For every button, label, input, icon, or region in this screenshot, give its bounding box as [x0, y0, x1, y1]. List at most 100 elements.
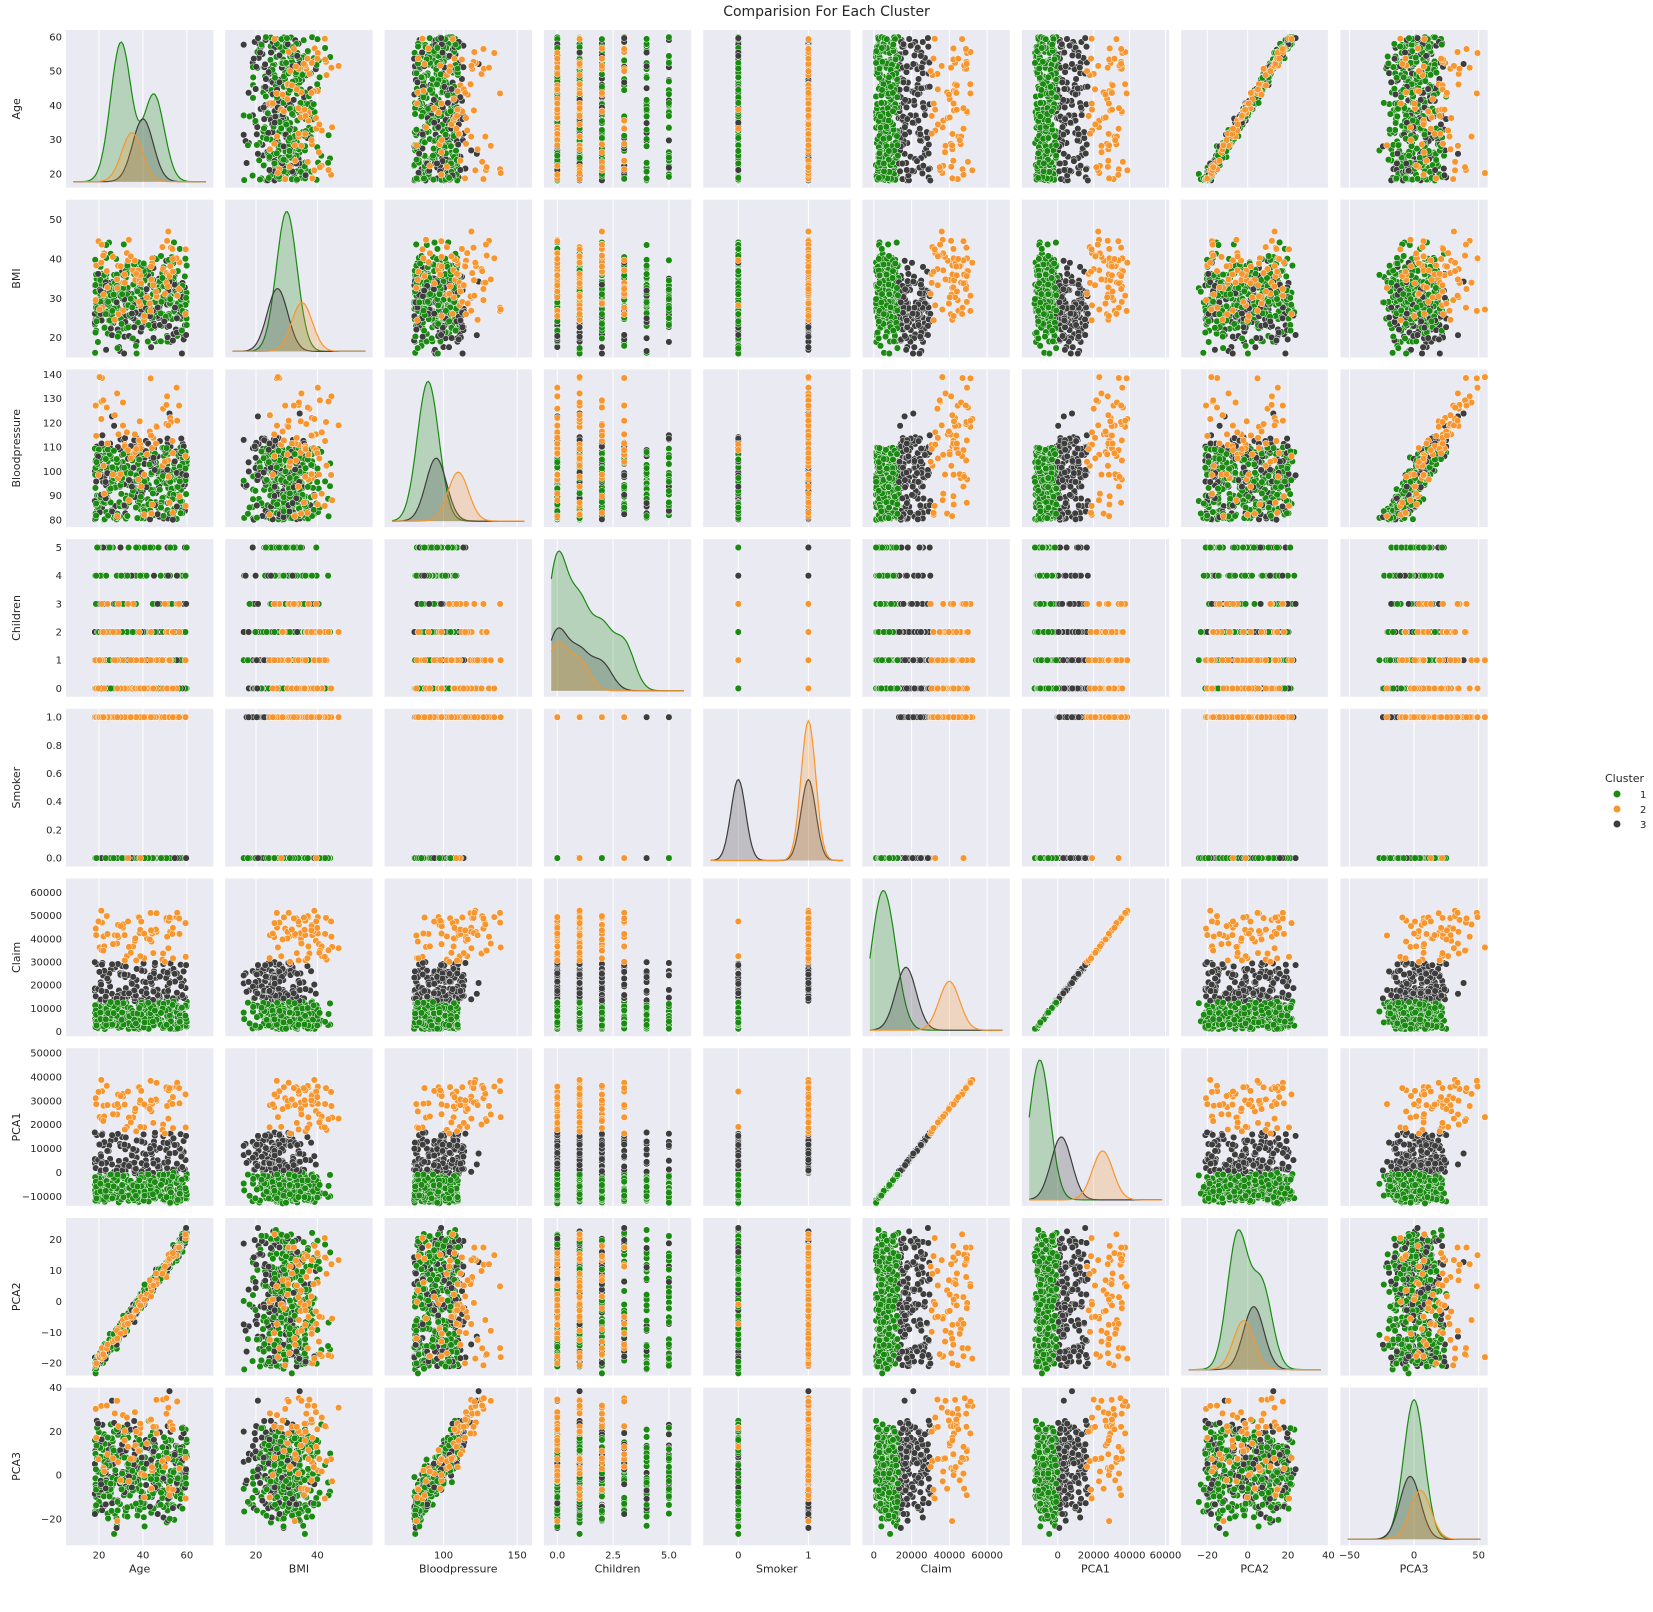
- scatter-point-cluster-2: [1106, 100, 1113, 107]
- scatter-point-cluster-3: [434, 160, 441, 167]
- scatter-point-cluster-2: [419, 35, 426, 42]
- scatter-point-cluster-1: [105, 299, 112, 306]
- scatter-point-cluster-2: [1234, 121, 1241, 128]
- scatter-point-cluster-2: [413, 142, 420, 149]
- scatter-point-cluster-1: [666, 53, 673, 60]
- scatter-point-cluster-1: [890, 108, 897, 115]
- scatter-point-cluster-2: [1415, 45, 1422, 52]
- scatter-point-cluster-2: [946, 91, 953, 98]
- scatter-point-cluster-2: [104, 268, 111, 275]
- scatter-point-cluster-1: [252, 118, 259, 125]
- scatter-point-cluster-3: [735, 167, 742, 174]
- scatter-point-cluster-1: [621, 57, 628, 64]
- scatter-point-cluster-3: [902, 97, 909, 104]
- scatter-point-cluster-1: [735, 160, 742, 167]
- scatter-point-cluster-3: [1414, 35, 1421, 42]
- scatter-point-cluster-2: [323, 72, 330, 79]
- scatter-point-cluster-2: [927, 68, 934, 75]
- scatter-point-cluster-3: [918, 53, 925, 60]
- scatter-point-cluster-2: [147, 300, 154, 307]
- scatter-point-cluster-1: [890, 41, 897, 48]
- scatter-point-cluster-2: [165, 283, 172, 290]
- y-tick-label: 50: [49, 67, 62, 78]
- scatter-point-cluster-3: [915, 91, 922, 98]
- scatter-point-cluster-3: [261, 116, 268, 123]
- scatter-point-cluster-1: [880, 136, 887, 143]
- scatter-point-cluster-1: [876, 65, 883, 72]
- scatter-point-cluster-2: [576, 146, 583, 153]
- scatter-point-cluster-1: [167, 296, 174, 303]
- scatter-point-cluster-1: [263, 93, 270, 100]
- scatter-point-cluster-3: [906, 36, 913, 43]
- scatter-point-cluster-1: [621, 176, 628, 183]
- scatter-point-cluster-1: [413, 126, 420, 133]
- scatter-point-cluster-2: [950, 100, 957, 107]
- scatter-point-cluster-2: [955, 55, 962, 62]
- scatter-point-cluster-2: [954, 82, 961, 89]
- scatter-point-cluster-2: [1416, 68, 1423, 75]
- scatter-point-cluster-3: [263, 76, 270, 83]
- scatter-point-cluster-2: [932, 106, 939, 113]
- scatter-point-cluster-2: [454, 113, 461, 120]
- scatter-point-cluster-2: [182, 311, 189, 318]
- scatter-point-cluster-3: [914, 158, 921, 165]
- scatter-point-cluster-3: [103, 347, 110, 354]
- scatter-point-cluster-1: [130, 335, 137, 342]
- scatter-point-cluster-1: [1398, 94, 1405, 101]
- scatter-point-cluster-3: [262, 84, 269, 91]
- scatter-point-cluster-3: [245, 90, 252, 97]
- scatter-point-cluster-1: [1037, 113, 1044, 120]
- scatter-point-cluster-2: [463, 115, 470, 122]
- scatter-point-cluster-2: [451, 96, 458, 103]
- scatter-point-cluster-3: [1083, 43, 1090, 50]
- scatter-point-cluster-2: [576, 113, 583, 120]
- scatter-point-cluster-2: [936, 164, 943, 171]
- scatter-point-cluster-1: [643, 113, 650, 120]
- scatter-point-cluster-1: [271, 160, 278, 167]
- scatter-point-cluster-2: [1433, 175, 1440, 182]
- scatter-point-cluster-2: [92, 297, 99, 304]
- scatter-point-cluster-3: [666, 164, 673, 171]
- scatter-point-cluster-2: [621, 117, 628, 124]
- scatter-point-cluster-2: [576, 72, 583, 79]
- scatter-point-cluster-2: [471, 49, 478, 56]
- scatter-point-cluster-2: [1109, 106, 1116, 113]
- scatter-point-cluster-1: [643, 136, 650, 143]
- scatter-point-cluster-2: [1421, 36, 1428, 43]
- scatter-point-cluster-2: [1408, 137, 1415, 144]
- scatter-point-cluster-3: [113, 299, 120, 306]
- scatter-point-cluster-2: [302, 113, 309, 120]
- scatter-point-cluster-2: [1421, 149, 1428, 156]
- scatter-point-cluster-2: [479, 159, 486, 166]
- scatter-point-cluster-3: [918, 85, 925, 92]
- scatter-point-cluster-1: [666, 113, 673, 120]
- scatter-point-cluster-2: [483, 164, 490, 171]
- scatter-point-cluster-2: [117, 263, 124, 270]
- scatter-point-cluster-2: [325, 167, 332, 174]
- scatter-point-cluster-2: [100, 291, 107, 298]
- panel-background: [703, 30, 850, 188]
- scatter-point-cluster-2: [963, 61, 970, 68]
- scatter-point-cluster-3: [903, 104, 910, 111]
- scatter-point-cluster-1: [621, 87, 628, 94]
- scatter-point-cluster-3: [1432, 167, 1439, 174]
- scatter-point-cluster-2: [805, 68, 812, 75]
- scatter-point-cluster-1: [1394, 113, 1401, 120]
- scatter-point-cluster-1: [643, 36, 650, 43]
- scatter-point-cluster-3: [131, 324, 138, 331]
- scatter-point-cluster-2: [305, 159, 312, 166]
- scatter-point-cluster-3: [902, 124, 909, 131]
- scatter-point-cluster-1: [1392, 120, 1399, 127]
- scatter-point-cluster-1: [879, 45, 886, 52]
- scatter-point-cluster-2: [960, 172, 967, 179]
- scatter-point-cluster-3: [1057, 160, 1064, 167]
- scatter-point-cluster-1: [643, 160, 650, 167]
- scatter-point-cluster-2: [1098, 149, 1105, 156]
- scatter-point-cluster-3: [419, 49, 426, 56]
- scatter-point-cluster-2: [1407, 124, 1414, 131]
- scatter-point-cluster-2: [1454, 49, 1461, 56]
- scatter-point-cluster-2: [1089, 106, 1096, 113]
- scatter-point-cluster-1: [110, 291, 117, 298]
- scatter-point-cluster-1: [1035, 150, 1042, 157]
- scatter-point-cluster-1: [1049, 108, 1056, 115]
